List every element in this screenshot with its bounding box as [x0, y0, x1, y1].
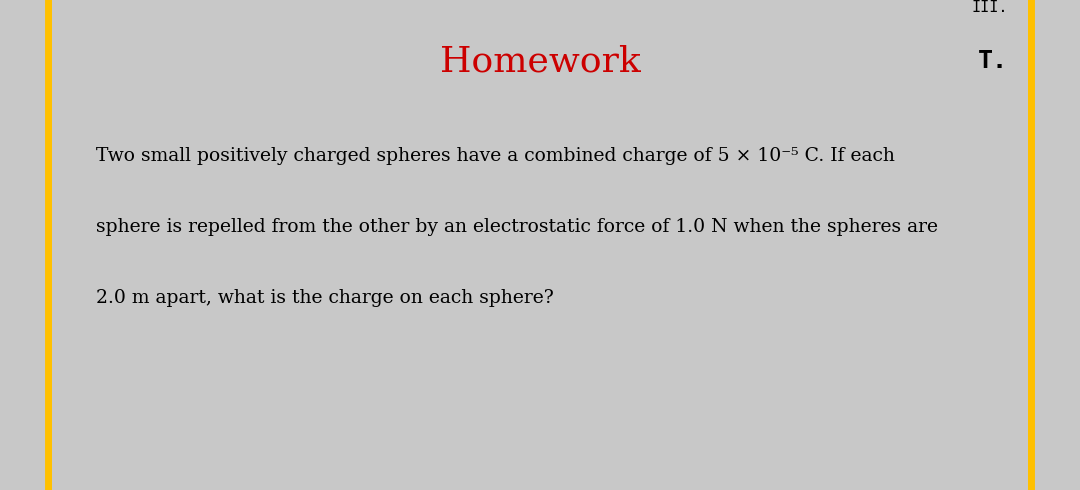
Text: T.: T.: [978, 49, 1009, 73]
Text: sphere is repelled from the other by an electrostatic force of 1.0 N when the sp: sphere is repelled from the other by an …: [96, 218, 937, 236]
Text: Homework: Homework: [440, 44, 640, 78]
Text: 2.0 m apart, what is the charge on each sphere?: 2.0 m apart, what is the charge on each …: [96, 289, 554, 307]
Text: Two small positively charged spheres have a combined charge of 5 × 10⁻⁵ C. If ea: Two small positively charged spheres hav…: [96, 147, 894, 165]
Text: III.: III.: [972, 0, 1009, 15]
